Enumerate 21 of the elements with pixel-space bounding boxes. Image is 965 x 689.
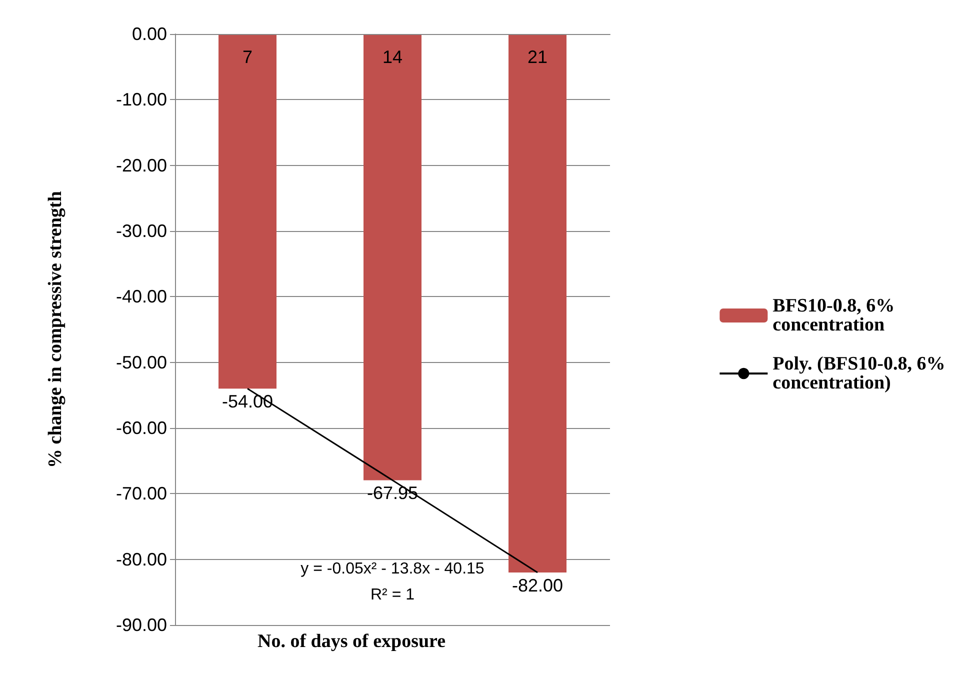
y-tick-label: -10.00 (116, 90, 167, 110)
y-tick-label: -20.00 (116, 155, 167, 176)
legend-label: Poly. (BFS10-0.8, 6% concentration) (772, 354, 950, 394)
data-label: -82.00 (512, 575, 564, 596)
y-tick-label: -30.00 (116, 221, 167, 241)
x-axis-title: No. of days of exposure (258, 631, 446, 652)
y-tick-label: -90.00 (116, 615, 167, 635)
y-tick-label: -50.00 (116, 352, 167, 372)
data-label: -54.00 (222, 392, 274, 412)
y-tick-label: 0.00 (132, 24, 167, 44)
y-tick-label: -80.00 (116, 549, 167, 570)
annotation: R² = 1 (370, 586, 415, 604)
x-tick-label: 7 (242, 47, 253, 67)
x-tick-label: 14 (382, 47, 403, 67)
legend-label: BFS10-0.8, 6% concentration (772, 296, 900, 336)
y-tick-label: -70.00 (116, 484, 167, 504)
y-tick-label: -60.00 (116, 418, 167, 438)
y-tick-label: -40.00 (116, 286, 167, 307)
x-tick-label: 21 (527, 47, 548, 67)
annotation: y = -0.05x² - 13.8x - 40.15 (300, 560, 484, 578)
y-axis-title: % change in compressive strength (45, 190, 66, 468)
